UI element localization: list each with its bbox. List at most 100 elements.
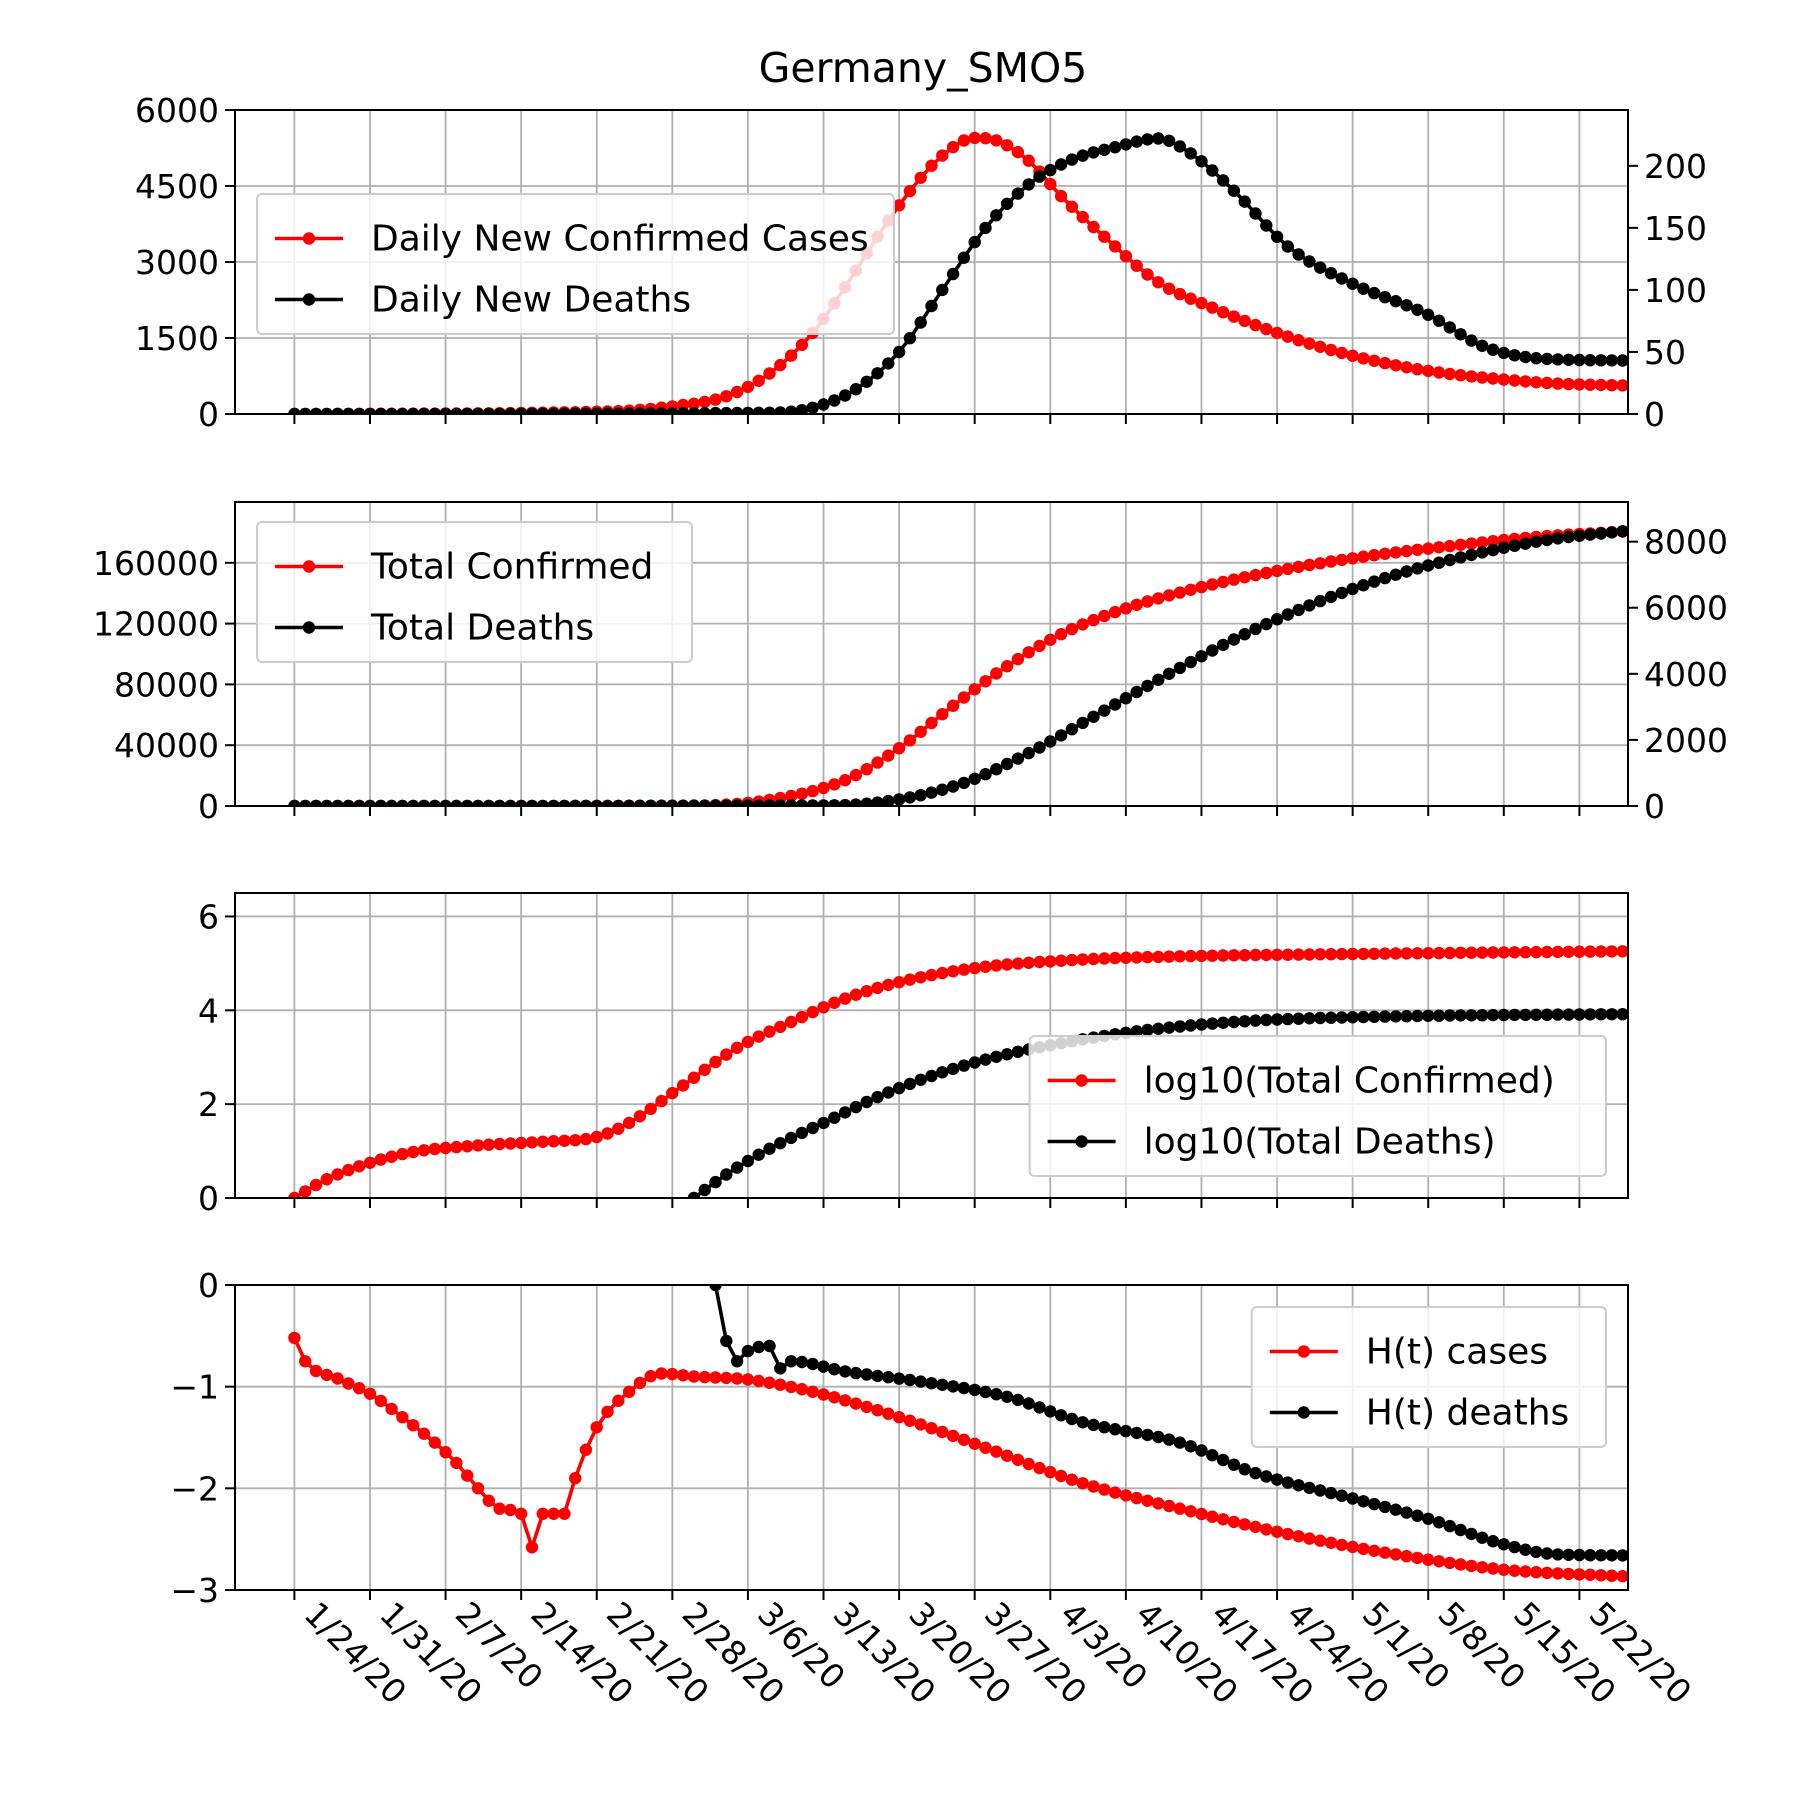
data-point — [1465, 370, 1478, 383]
data-point — [838, 1106, 852, 1119]
data-point — [1292, 1530, 1305, 1543]
data-point — [320, 1173, 333, 1186]
data-point — [1519, 946, 1532, 959]
data-point — [1335, 1538, 1349, 1552]
data-point — [1227, 633, 1241, 646]
data-point — [1195, 296, 1208, 310]
data-point — [1357, 1542, 1370, 1556]
data-point — [892, 793, 906, 806]
data-point — [709, 406, 722, 414]
data-point — [1357, 282, 1370, 295]
data-point — [1152, 950, 1165, 964]
data-point — [795, 1010, 809, 1024]
data-point — [1162, 134, 1176, 147]
data-point — [1551, 532, 1565, 545]
data-point — [1281, 948, 1295, 961]
data-point — [892, 345, 906, 359]
data-point — [1087, 1480, 1100, 1493]
data-point — [1065, 953, 1079, 967]
data-point — [1573, 378, 1586, 391]
data-point — [1054, 628, 1068, 641]
y-tick-label: 0 — [198, 787, 219, 826]
data-point — [687, 407, 701, 414]
data-point — [1249, 1014, 1262, 1027]
data-point — [1108, 1423, 1122, 1436]
data-point — [439, 1141, 452, 1155]
legend: Total Confirmed Total Deaths — [256, 521, 693, 663]
data-point — [1270, 1525, 1284, 1539]
data-point — [914, 1418, 927, 1431]
data-point — [990, 1050, 1003, 1064]
data-point — [979, 960, 992, 973]
data-point — [1065, 1412, 1079, 1426]
data-point — [1476, 536, 1489, 549]
data-point — [946, 965, 960, 978]
data-point — [1000, 1390, 1014, 1404]
data-point — [1108, 605, 1122, 619]
data-point — [1584, 1008, 1597, 1021]
data-point — [320, 1368, 333, 1382]
data-point — [979, 768, 992, 781]
data-point — [838, 798, 852, 806]
data-point — [1540, 1008, 1554, 1021]
y-tick-label: −3 — [170, 1571, 219, 1610]
data-point — [774, 1020, 787, 1034]
data-point — [428, 1142, 441, 1156]
data-point — [525, 1541, 539, 1554]
data-point — [1065, 200, 1079, 213]
legend: log10(Total Confirmed) log10(Total Deaths… — [1028, 1035, 1607, 1177]
data-point — [1184, 1505, 1197, 1518]
data-point — [1238, 571, 1251, 584]
data-point — [720, 1334, 733, 1348]
data-point — [1508, 374, 1521, 387]
data-point — [752, 1374, 765, 1388]
data-point — [569, 1134, 582, 1147]
y-tick-label: 0 — [198, 1179, 219, 1218]
data-point — [1314, 1011, 1327, 1025]
data-point — [1411, 1551, 1424, 1565]
data-point — [1011, 1045, 1025, 1059]
data-point — [1497, 541, 1511, 554]
data-point — [1227, 310, 1241, 323]
data-point — [1022, 746, 1035, 760]
data-point — [828, 778, 841, 791]
data-point — [1000, 1449, 1014, 1462]
data-point — [1206, 949, 1219, 962]
data-point — [1216, 638, 1230, 652]
data-point — [1346, 947, 1359, 961]
data-point — [1281, 562, 1295, 576]
data-point — [795, 787, 809, 800]
series-layer — [288, 1285, 1628, 1583]
data-point — [1152, 1022, 1165, 1035]
data-point — [1368, 947, 1381, 960]
data-point — [1627, 357, 1628, 364]
data-point — [752, 1340, 765, 1354]
data-point — [1411, 562, 1424, 575]
data-point — [1519, 1008, 1532, 1022]
data-point — [1054, 954, 1068, 967]
data-point — [1292, 248, 1305, 261]
data-point — [558, 1134, 571, 1148]
data-point — [968, 683, 981, 696]
data-point — [957, 1381, 971, 1395]
data-point — [374, 1394, 387, 1408]
data-point — [1249, 948, 1262, 962]
data-point — [1303, 1532, 1316, 1545]
data-point — [1130, 135, 1143, 148]
data-point — [871, 796, 884, 806]
data-point — [968, 131, 981, 145]
data-point — [1389, 947, 1403, 960]
data-point — [622, 1116, 636, 1130]
data-point — [1378, 1500, 1392, 1514]
data-point — [903, 1077, 917, 1091]
data-point — [1486, 1535, 1500, 1548]
data-point — [1486, 372, 1500, 385]
data-point — [1130, 951, 1143, 964]
data-point — [990, 763, 1003, 776]
data-point — [763, 1025, 776, 1038]
data-point — [860, 985, 873, 998]
data-point — [892, 1372, 906, 1385]
data-point — [1616, 1570, 1628, 1583]
data-point — [331, 1372, 344, 1385]
data-point — [806, 1385, 819, 1399]
